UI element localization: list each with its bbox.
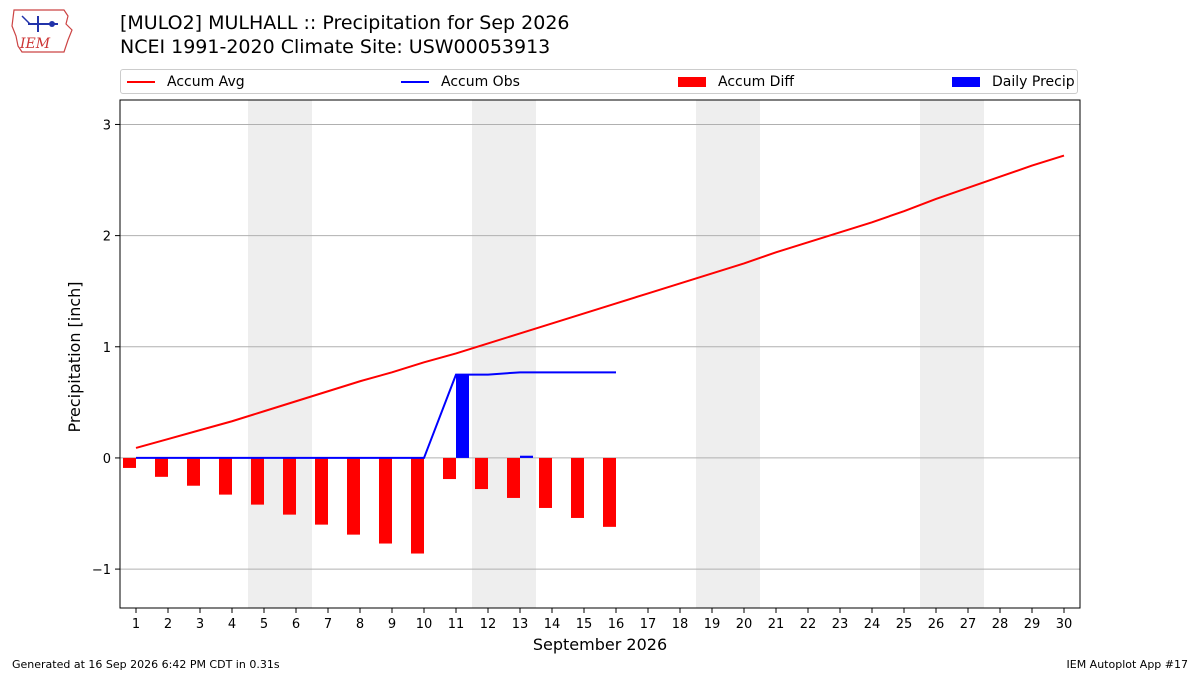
x-tick-label-2: 2 [164, 617, 172, 632]
x-tick-label-28: 28 [992, 617, 1009, 632]
accum-diff-bar-day-10 [411, 457, 424, 554]
x-tick-label-24: 24 [864, 617, 881, 632]
x-tick-label-22: 22 [800, 617, 817, 632]
x-tick-label-21: 21 [768, 617, 785, 632]
legend-swatch-accum-obs [401, 81, 429, 83]
legend-label-accum-diff: Accum Diff [718, 74, 795, 90]
x-tick-label-17: 17 [640, 617, 657, 632]
accum-diff-bar-day-12 [475, 457, 488, 490]
x-tick-label-14: 14 [544, 617, 561, 632]
daily-precip-bar-day-13 [520, 455, 533, 458]
weekend-band-4 [920, 100, 984, 608]
legend-swatch-daily-precip [952, 77, 980, 87]
x-tick-label-10: 10 [416, 617, 433, 632]
chart-subtitle: NCEI 1991-2020 Climate Site: USW00053913 [120, 36, 551, 58]
accum-diff-bar-day-14 [539, 457, 552, 508]
accum-obs-line [136, 371, 616, 459]
accum-diff-bar-day-1 [123, 457, 136, 468]
y-axis-label: Precipitation [inch] [65, 281, 84, 432]
footer-generated: Generated at 16 Sep 2026 6:42 PM CDT in … [12, 658, 280, 671]
legend-item-accum-obs: Accum Obs [401, 73, 520, 91]
y-tick-label: 1 [103, 341, 111, 356]
x-tick-label-13: 13 [512, 617, 529, 632]
x-tick-label-4: 4 [228, 617, 236, 632]
accum-diff-bar-day-8 [347, 457, 360, 535]
plot-frame [119, 99, 1081, 609]
x-tick-label-11: 11 [448, 617, 465, 632]
legend-label-accum-obs: Accum Obs [441, 74, 520, 90]
x-tick-label-9: 9 [388, 617, 396, 632]
accum-diff-bar-day-3 [187, 457, 200, 486]
x-tick-label-15: 15 [576, 617, 593, 632]
y-tick-label: 2 [103, 230, 111, 245]
accum-diff-bar-day-13 [507, 457, 520, 498]
x-tick-label-16: 16 [608, 617, 625, 632]
legend-swatch-accum-avg [127, 81, 155, 83]
legend-label-daily-precip: Daily Precip [992, 74, 1075, 90]
accum-diff-bar-day-4 [219, 457, 232, 495]
y-tick-label: −1 [92, 563, 111, 578]
legend-label-accum-avg: Accum Avg [167, 74, 245, 90]
x-tick-label-1: 1 [132, 617, 140, 632]
logo-text: IEM [19, 36, 51, 52]
weekend-band-1 [248, 100, 312, 608]
x-tick-label-30: 30 [1056, 617, 1073, 632]
x-tick-label-12: 12 [480, 617, 497, 632]
accum-diff-bar-day-2 [155, 457, 168, 477]
legend-item-daily-precip: Daily Precip [952, 73, 1075, 91]
x-tick-label-6: 6 [292, 617, 300, 632]
daily-precip-bar-day-11 [456, 374, 469, 458]
x-tick-label-18: 18 [672, 617, 689, 632]
x-tick-label-27: 27 [960, 617, 977, 632]
x-tick-label-29: 29 [1024, 617, 1041, 632]
accum-diff-bar-day-16 [603, 457, 616, 527]
x-tick-label-25: 25 [896, 617, 913, 632]
legend-item-accum-diff: Accum Diff [678, 73, 794, 91]
x-tick-label-26: 26 [928, 617, 945, 632]
accum-diff-bar-day-5 [251, 457, 264, 505]
accum-diff-bar-day-6 [283, 457, 296, 515]
x-tick-label-23: 23 [832, 617, 849, 632]
accum-diff-bar-day-7 [315, 457, 328, 525]
y-tick-label: 0 [103, 452, 111, 467]
x-tick-label-7: 7 [324, 617, 332, 632]
y-tick-label: 3 [103, 118, 111, 133]
x-tick-label-8: 8 [356, 617, 364, 632]
iem-logo: IEM [11, 9, 73, 53]
x-tick-label-3: 3 [196, 617, 204, 632]
legend-swatch-accum-diff [678, 77, 706, 87]
legend: Accum Avg Accum Obs Accum Diff Daily Pre… [120, 69, 1078, 94]
x-tick-label-19: 19 [704, 617, 721, 632]
accum-diff-bar-day-15 [571, 457, 584, 518]
chart-title: [MULO2] MULHALL :: Precipitation for Sep… [120, 12, 570, 34]
x-axis-label: September 2026 [533, 635, 667, 654]
legend-item-accum-avg: Accum Avg [127, 73, 245, 91]
accum-diff-bar-day-9 [379, 457, 392, 544]
weekend-band-2 [472, 100, 536, 608]
weekend-band-3 [696, 100, 760, 608]
x-tick-label-20: 20 [736, 617, 753, 632]
x-tick-label-5: 5 [260, 617, 268, 632]
accum-avg-line [135, 154, 1065, 449]
footer-app: IEM Autoplot App #17 [1066, 658, 1189, 671]
accum-diff-bar-day-11 [443, 457, 456, 480]
